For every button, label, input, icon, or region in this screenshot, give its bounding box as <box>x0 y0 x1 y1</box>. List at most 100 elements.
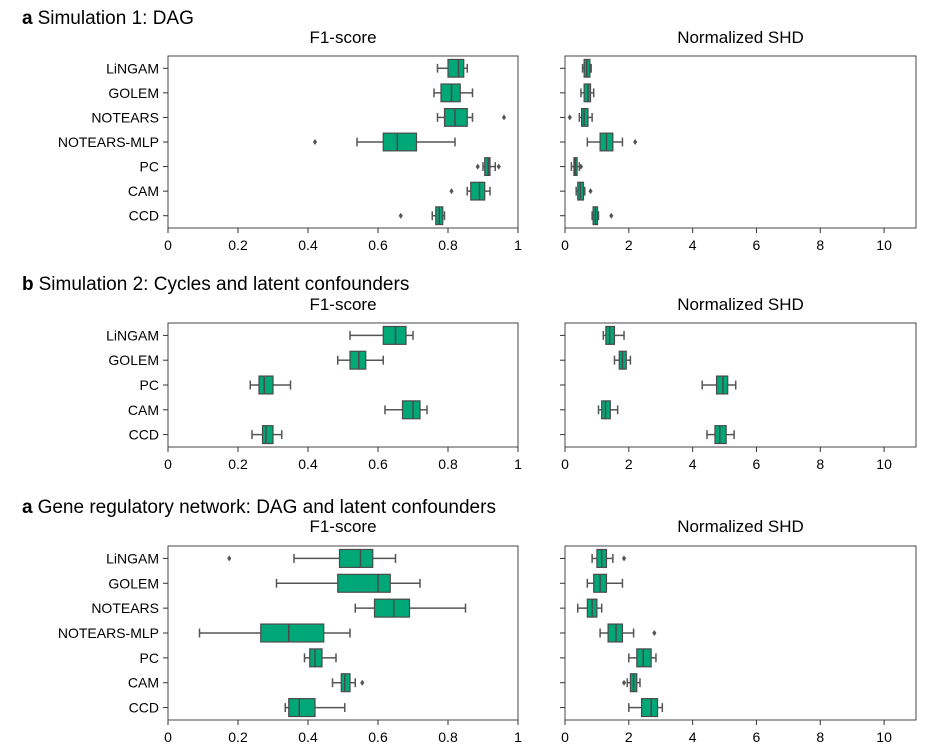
x-tick-label: 0 <box>164 237 172 253</box>
x-tick-label: 0 <box>561 237 569 253</box>
iqr-box <box>258 375 274 395</box>
box-pc <box>475 157 501 177</box>
category-label: LiNGAM <box>106 60 159 76</box>
x-tick-label: 6 <box>753 729 761 745</box>
x-tick-label: 0.4 <box>298 729 318 745</box>
plot-frame <box>564 322 917 448</box>
outlier-point <box>567 114 572 121</box>
box-pc <box>303 648 337 668</box>
category-label: NOTEARS-MLP <box>58 134 159 150</box>
outlier-point <box>227 555 232 562</box>
box-pc <box>570 157 584 177</box>
iqr-box <box>309 648 323 668</box>
x-tick-label: 0.8 <box>438 456 458 472</box>
x-tick-label: 0 <box>561 456 569 472</box>
category-label: PC <box>140 650 159 666</box>
box-golem <box>586 573 624 593</box>
x-tick-label: 10 <box>876 237 892 253</box>
iqr-box <box>640 698 659 718</box>
x-tick-label: 4 <box>689 729 697 745</box>
x-tick-label: 6 <box>753 456 761 472</box>
category-label: GOLEM <box>108 352 159 368</box>
outlier-point <box>360 679 365 686</box>
x-tick-label: 8 <box>816 237 824 253</box>
iqr-box <box>401 400 421 420</box>
box-ccd <box>398 206 446 226</box>
outlier-point <box>501 114 507 121</box>
x-tick-label: 8 <box>816 729 824 745</box>
x-tick-label: 8 <box>816 456 824 472</box>
x-tick-label: 0.2 <box>228 456 248 472</box>
chart-1: Normalized SHD 0 2 4 6 8 10 <box>560 28 917 253</box>
iqr-box <box>636 648 652 668</box>
x-tick-label: 0 <box>561 729 569 745</box>
chart-4: F1-score 0 0.2 0.4 0.6 0.8 1 LiNGAM GOLEM NOTEARS… <box>58 517 522 745</box>
x-tick-label: 10 <box>876 729 892 745</box>
x-tick-label: 10 <box>876 456 892 472</box>
x-tick-label: 4 <box>689 456 697 472</box>
box-lingam <box>349 325 414 345</box>
box-golem <box>613 350 632 370</box>
outlier-point <box>475 163 480 170</box>
panel-title: F1-score <box>309 28 376 47</box>
category-label: CAM <box>128 183 159 199</box>
box-cam <box>575 181 593 201</box>
section-b-title: b Simulation 2: Cycles and latent confoun… <box>22 274 409 295</box>
box-notears <box>567 107 593 127</box>
iqr-box <box>447 58 465 78</box>
outlier-point <box>588 188 593 195</box>
box-pc <box>249 375 292 395</box>
x-tick-label: 0.6 <box>368 237 388 253</box>
box-lingam <box>227 548 397 568</box>
category-label: GOLEM <box>108 85 159 101</box>
iqr-box <box>440 83 461 103</box>
panel-title: Normalized SHD <box>677 517 804 536</box>
box-cam <box>621 673 641 693</box>
x-tick-label: 0 <box>164 729 172 745</box>
x-tick-label: 0.4 <box>298 456 318 472</box>
x-tick-label: 0.2 <box>228 237 248 253</box>
box-lingam <box>602 325 625 345</box>
chart-5: Normalized SHD 0 2 4 6 8 10 <box>560 517 917 745</box>
plot-frame <box>167 55 519 229</box>
x-tick-label: 0 <box>164 456 172 472</box>
iqr-box <box>443 107 468 127</box>
box-cam <box>384 400 428 420</box>
iqr-box <box>382 325 407 345</box>
outlier-point <box>621 555 627 562</box>
category-label: NOTEARS-MLP <box>58 625 159 641</box>
outlier-point <box>449 188 454 195</box>
outlier-point <box>312 139 318 145</box>
category-label: CCD <box>129 700 159 716</box>
section-a-title: a Simulation 1: DAG <box>22 8 194 29</box>
panel-title: Normalized SHD <box>677 28 804 47</box>
iqr-box <box>260 623 325 643</box>
x-tick-label: 0.8 <box>438 729 458 745</box>
category-label: CAM <box>128 675 159 691</box>
outlier-point <box>398 212 403 219</box>
box-notears-mlp <box>198 623 351 643</box>
iqr-box <box>337 573 391 593</box>
box-ccd <box>706 425 735 445</box>
iqr-box <box>484 157 491 177</box>
x-tick-label: 4 <box>689 237 697 253</box>
box-cam <box>331 673 365 693</box>
category-label: PC <box>140 159 159 175</box>
x-tick-label: 0.4 <box>298 237 318 253</box>
x-tick-label: 1 <box>514 456 522 472</box>
box-notears-mlp <box>586 132 638 152</box>
category-label: CCD <box>129 208 159 224</box>
box-golem <box>580 83 595 103</box>
iqr-box <box>349 350 367 370</box>
plot-frame <box>167 322 519 448</box>
iqr-box <box>470 181 486 201</box>
category-label: PC <box>140 377 159 393</box>
x-tick-label: 0.6 <box>368 456 388 472</box>
iqr-box <box>288 698 316 718</box>
x-tick-label: 0.8 <box>438 237 458 253</box>
box-notears-mlp <box>599 623 657 643</box>
outlier-point <box>609 212 614 219</box>
x-tick-label: 0.6 <box>368 729 388 745</box>
x-tick-label: 0.2 <box>228 729 248 745</box>
box-notears-mlp <box>312 132 456 152</box>
